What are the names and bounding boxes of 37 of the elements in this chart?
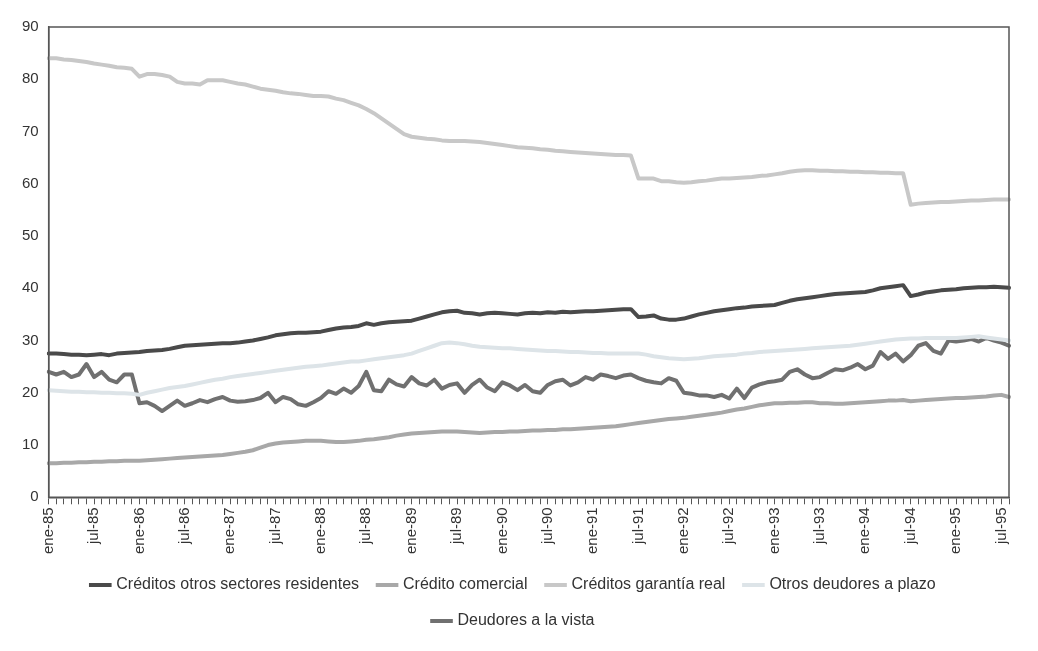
y-tick-label: 90 [22,17,39,35]
y-tick-label: 0 [30,487,39,505]
y-tick-label: 30 [22,330,39,348]
y-tick-label: 20 [22,382,39,400]
x-tick-label: ene-89 [401,507,419,555]
x-tick-label: jul-89 [447,507,465,545]
legend-label: Otros deudores a plazo [769,575,936,593]
x-tick-label: jul-88 [356,507,374,545]
legend-label: Créditos garantía real [571,575,726,593]
y-tick-label: 60 [22,173,39,191]
x-tick-label: jul-91 [628,507,646,545]
x-tick-label: jul-86 [174,507,192,545]
x-tick-label: jul-90 [537,507,555,545]
x-tick-label: ene-93 [764,507,782,555]
x-tick-label: ene-87 [220,507,238,555]
x-tick-label: jul-92 [719,507,737,545]
y-tick-label: 40 [22,278,39,296]
x-tick-label: ene-92 [673,507,691,555]
y-tick-label: 10 [22,435,39,453]
y-tick-label: 50 [22,226,39,244]
x-tick-label: ene-86 [129,507,147,555]
x-tick-label: ene-85 [38,507,56,555]
legend-label: Crédito comercial [403,575,528,593]
x-tick-label: jul-87 [265,507,283,545]
x-tick-label: jul-94 [900,507,918,545]
x-tick-label: jul-93 [810,507,828,545]
x-tick-label: ene-94 [855,507,873,555]
legend-label: Créditos otros sectores residentes [116,575,360,593]
y-tick-label: 80 [22,69,39,87]
legend-label: Deudores a la vista [457,611,595,629]
x-tick-label: jul-85 [84,507,102,545]
x-tick-label: ene-91 [583,507,601,555]
x-tick-label: ene-88 [311,507,329,555]
x-tick-label: ene-90 [492,507,510,555]
x-tick-label: jul-95 [991,507,1009,545]
y-tick-label: 70 [22,121,39,139]
x-tick-label: ene-95 [946,507,964,555]
